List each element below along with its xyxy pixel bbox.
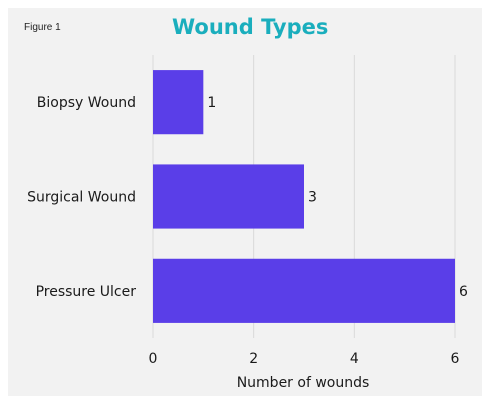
- category-label: Biopsy Wound: [37, 95, 136, 111]
- bar: [153, 164, 304, 229]
- bar: [153, 70, 204, 135]
- bars: [153, 70, 455, 323]
- bar-value-label: 6: [459, 284, 468, 300]
- x-axis-label: Number of wounds: [237, 375, 370, 391]
- x-tick-label: 4: [350, 351, 359, 367]
- chart-title: Wound Types: [172, 15, 329, 39]
- bar-value-label: 3: [308, 190, 317, 206]
- category-label: Surgical Wound: [27, 190, 136, 206]
- x-tick-labels: 0 2 4 6: [149, 351, 460, 367]
- x-tick-label: 2: [249, 351, 258, 367]
- x-tick-label: 6: [451, 351, 460, 367]
- category-label: Pressure Ulcer: [36, 284, 137, 300]
- data-labels: 1 3 6: [207, 95, 468, 300]
- figure-label: Figure 1: [24, 22, 61, 33]
- category-labels: Biopsy Wound Surgical Wound Pressure Ulcer: [27, 95, 136, 300]
- bar: [153, 258, 455, 323]
- bar-value-label: 1: [207, 95, 216, 111]
- x-tick-label: 0: [149, 351, 158, 367]
